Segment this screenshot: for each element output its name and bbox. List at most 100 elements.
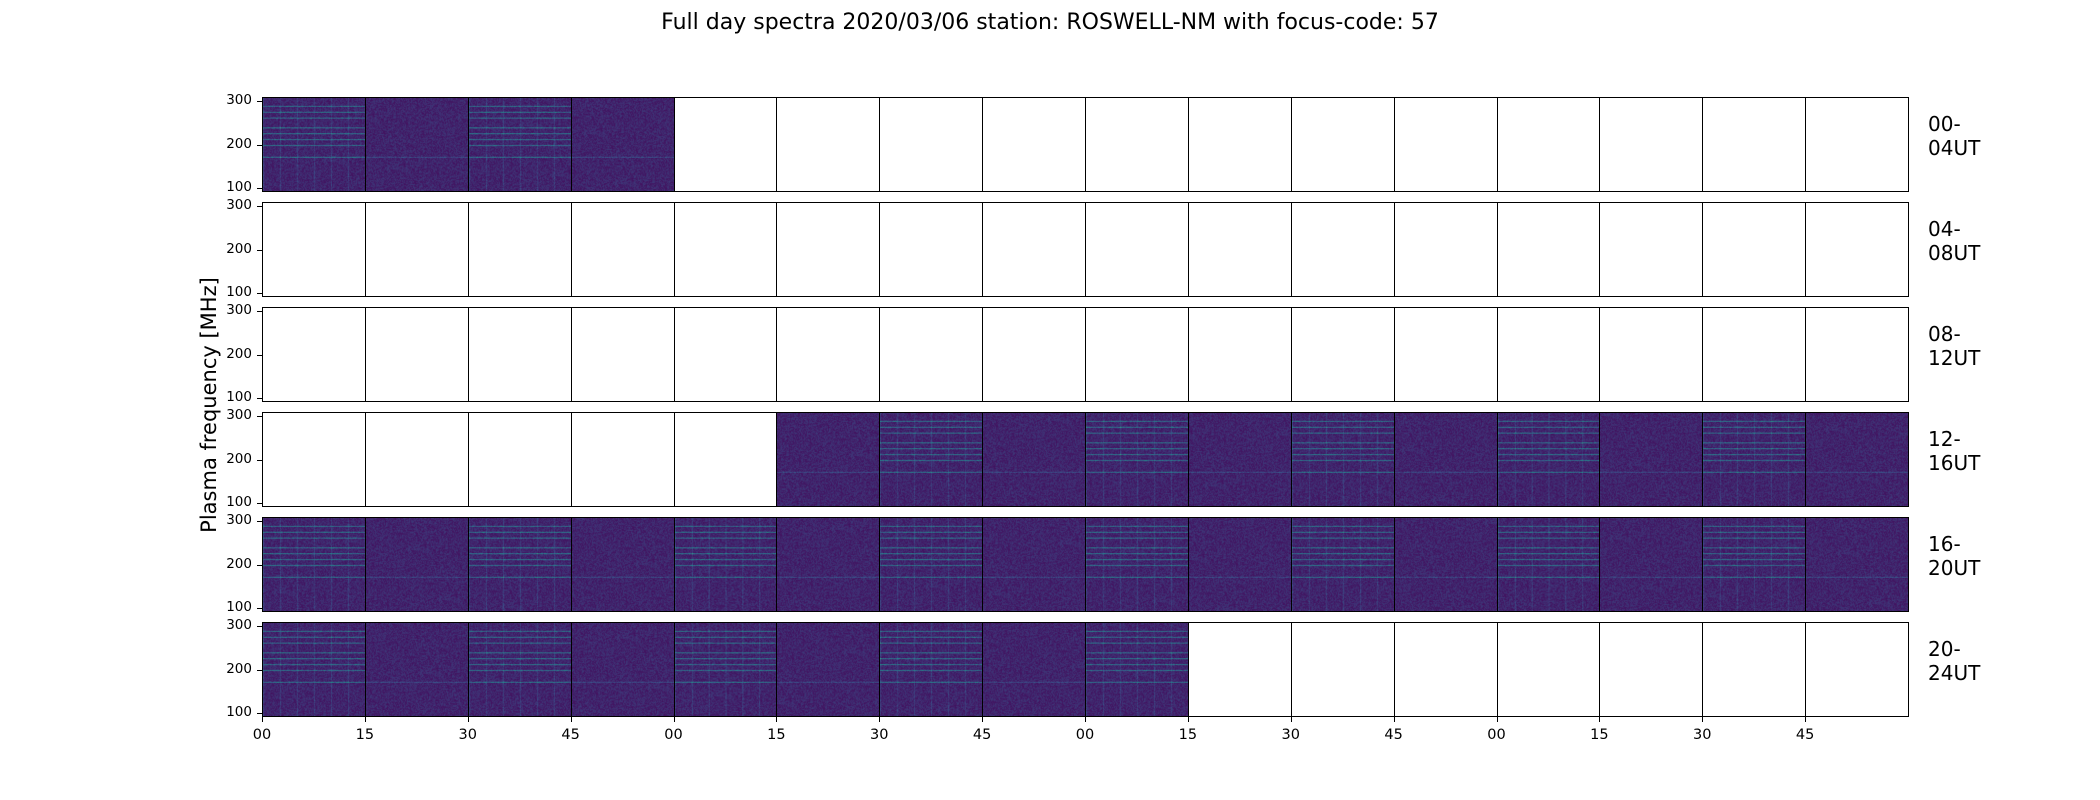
spectrum-heatmap — [777, 518, 880, 611]
spectrum-heatmap — [983, 518, 1085, 611]
spectrum-heatmap — [777, 413, 880, 506]
spectrum-panel — [879, 307, 984, 402]
spectrum-panel — [1085, 97, 1189, 192]
y-tick-label: 200 — [226, 660, 252, 677]
spectrum-heatmap — [571, 623, 674, 716]
spectrum-panel — [1187, 517, 1292, 612]
y-tick-mark — [257, 249, 262, 251]
spectrum-panel — [1085, 412, 1189, 507]
spectrum-panel — [1290, 202, 1395, 297]
x-tick-label: 15 — [767, 727, 786, 743]
spectrum-heatmap — [571, 98, 674, 191]
spectrum-heatmap — [983, 623, 1085, 716]
spectrum-heatmap — [1600, 413, 1703, 506]
spectrum-panel — [364, 202, 469, 297]
spectrum-panel — [1290, 622, 1395, 717]
x-tick-mark — [673, 717, 675, 722]
spectrum-panel — [776, 517, 881, 612]
y-tick-label: 300 — [226, 197, 252, 214]
spectrum-heatmap — [1086, 518, 1188, 611]
y-tick-label: 200 — [226, 135, 252, 152]
spectrum-panel — [1496, 97, 1601, 192]
spectrum-heatmap — [263, 623, 365, 716]
y-tick-mark — [257, 626, 262, 628]
spectrum-panel — [364, 412, 469, 507]
spectrum-panel — [1187, 307, 1292, 402]
y-tick-mark — [257, 311, 262, 313]
y-tick-label: 300 — [226, 407, 252, 424]
spectrum-panel — [982, 412, 1086, 507]
spectrum-panel — [879, 97, 984, 192]
x-tick-label: 00 — [1487, 727, 1506, 743]
x-tick-label: 45 — [972, 727, 992, 743]
y-tick-mark — [257, 206, 262, 208]
x-tick-label: 30 — [870, 727, 889, 743]
spectrum-panel — [1702, 517, 1807, 612]
spectrum-panel — [262, 202, 366, 297]
spectrum-panel — [364, 97, 469, 192]
spectrum-panel — [1290, 412, 1395, 507]
row-label: 20-24UT — [1928, 637, 1981, 685]
spectrum-panel — [467, 622, 572, 717]
x-tick-label: 00 — [252, 727, 272, 743]
spectrum-heatmap — [468, 518, 571, 611]
spectrum-heatmap — [1600, 518, 1703, 611]
spectrum-heatmap — [1394, 518, 1497, 611]
spectrum-panel — [1599, 307, 1704, 402]
row-label: 16-20UT — [1928, 532, 1981, 580]
spectrum-panel — [1393, 307, 1498, 402]
row-label: 12-16UT — [1928, 427, 1981, 475]
spectrum-panel — [879, 622, 984, 717]
spectrum-panel — [364, 622, 469, 717]
spectrum-heatmap — [263, 98, 365, 191]
spectrum-panel — [1085, 622, 1189, 717]
y-tick-label: 300 — [226, 512, 252, 529]
spectrum-heatmap — [1806, 518, 1908, 611]
spectrum-panel — [262, 622, 366, 717]
x-tick-label: 00 — [664, 727, 683, 743]
spectrum-panel — [1702, 202, 1807, 297]
spectrum-panel — [1085, 202, 1189, 297]
spectrum-panel — [570, 412, 675, 507]
spectrum-heatmap — [880, 413, 983, 506]
spectrum-heatmap — [1806, 413, 1908, 506]
spectrum-panel — [1187, 202, 1292, 297]
y-tick-label: 100 — [226, 703, 252, 720]
spectrum-heatmap — [365, 623, 468, 716]
spectrum-panel — [1496, 202, 1601, 297]
y-tick-mark — [257, 187, 262, 189]
y-tick-label: 200 — [226, 240, 252, 257]
spectrum-panel — [467, 517, 572, 612]
spectrum-panel — [1496, 517, 1601, 612]
x-tick-mark — [1702, 717, 1704, 722]
spectrum-heatmap — [263, 518, 365, 611]
spectrum-panel — [570, 97, 675, 192]
x-tick-mark — [1393, 717, 1395, 722]
spectrum-panel — [364, 307, 469, 402]
spectrum-panel — [879, 202, 984, 297]
spectrum-panel — [982, 307, 1086, 402]
spectrum-panel — [1702, 412, 1807, 507]
spectrum-panel — [1496, 412, 1601, 507]
x-tick-label: 30 — [458, 727, 477, 743]
spectrum-panel — [570, 202, 675, 297]
x-tick-mark — [364, 717, 366, 722]
spectrum-panel — [673, 412, 778, 507]
spectrum-panel — [1702, 97, 1807, 192]
spectrum-heatmap — [365, 98, 468, 191]
y-tick-label: 300 — [226, 302, 252, 319]
spectrum-panel — [570, 307, 675, 402]
y-tick-label: 200 — [226, 450, 252, 467]
spectrum-heatmap — [468, 623, 571, 716]
spectrum-panel — [879, 412, 984, 507]
spectrum-panel — [1085, 517, 1189, 612]
y-tick-mark — [257, 292, 262, 294]
spectrum-panel — [364, 517, 469, 612]
y-tick-label: 200 — [226, 555, 252, 572]
x-tick-label: 45 — [561, 727, 580, 743]
x-tick-label: 15 — [1178, 727, 1198, 743]
spectrum-panel — [1599, 622, 1704, 717]
y-tick-mark — [257, 397, 262, 399]
row-label: 04-08UT — [1928, 217, 1981, 265]
spectrum-panel — [1805, 307, 1909, 402]
